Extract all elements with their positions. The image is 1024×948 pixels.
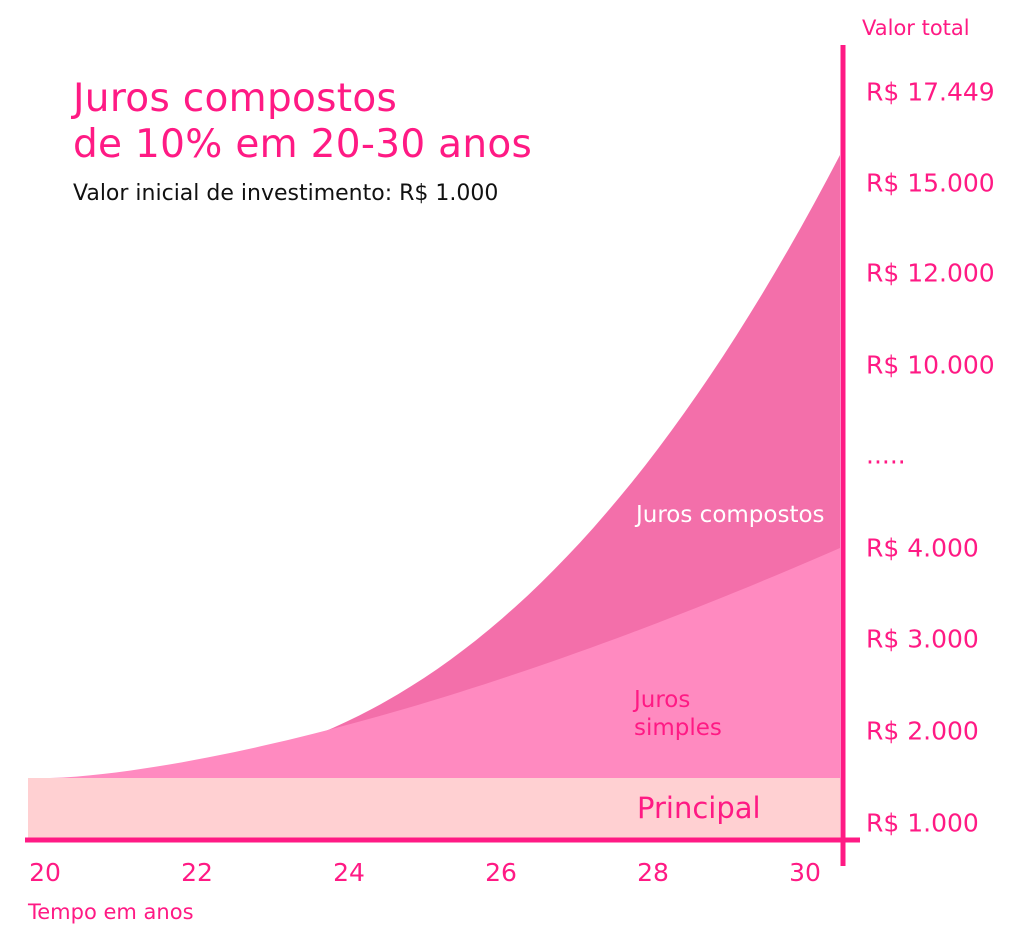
x-tick-label: 28 <box>637 858 669 887</box>
chart-title: Juros compostos de 10% em 20-30 anos <box>73 76 532 168</box>
x-tick-label: 30 <box>789 858 821 887</box>
y-tick-label: R$ 1.000 <box>866 808 979 838</box>
label-juros-compostos: Juros compostos <box>636 502 825 528</box>
y-tick-label: R$ 10.000 <box>866 350 995 380</box>
x-tick-label: 20 <box>29 858 61 887</box>
y-tick-label: R$ 12.000 <box>866 258 995 288</box>
area-juros-simples <box>50 548 840 778</box>
area-principal <box>28 778 840 840</box>
label-principal: Principal <box>637 791 761 825</box>
y-tick-label: R$ 17.449 <box>866 77 995 107</box>
x-tick-label: 24 <box>333 858 365 887</box>
y-axis-label: Valor total <box>862 16 970 40</box>
y-tick-label: R$ 2.000 <box>866 716 979 746</box>
x-axis-label: Tempo em anos <box>28 900 194 924</box>
title-line-2: de 10% em 20-30 anos <box>73 122 533 167</box>
x-tick-label: 26 <box>485 858 517 887</box>
y-tick-label: R$ 15.000 <box>866 168 995 198</box>
y-tick-label: R$ 4.000 <box>866 533 979 563</box>
x-tick-label: 22 <box>181 858 213 887</box>
y-tick-label: R$ 3.000 <box>866 624 979 654</box>
y-tick-label: ..... <box>866 440 906 470</box>
label-juros-simples: Juros simples <box>634 687 722 741</box>
area-juros-compostos <box>60 155 840 778</box>
title-line-1: Juros compostos <box>73 76 398 121</box>
chart-subtitle: Valor inicial de investimento: R$ 1.000 <box>73 181 499 206</box>
